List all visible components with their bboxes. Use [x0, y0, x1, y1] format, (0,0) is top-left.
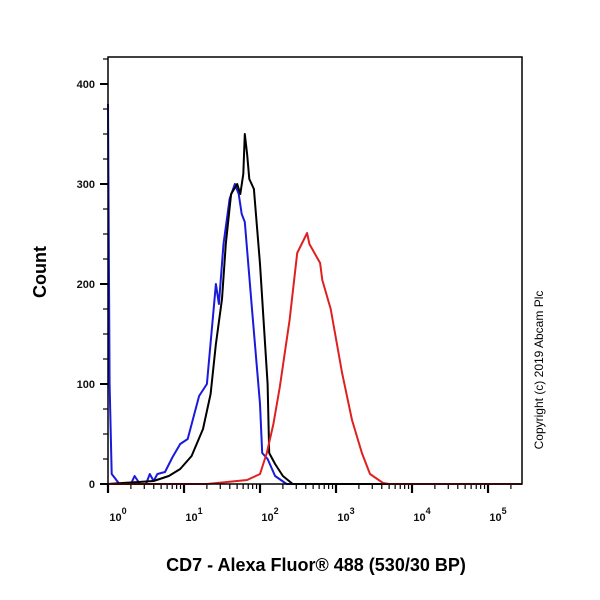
y-tick-label: 200	[77, 279, 95, 291]
x-tick-label: 104	[413, 506, 430, 524]
histogram-series-1	[107, 133, 522, 485]
y-tick-label: 100	[77, 379, 95, 391]
x-tick-label: 102	[261, 506, 278, 524]
series-lines	[107, 103, 522, 485]
x-tick-label: 101	[185, 506, 202, 524]
x-axis-label: CD7 - Alexa Fluor® 488 (530/30 BP)	[166, 555, 466, 575]
histogram-series-2	[108, 232, 522, 485]
axis-ticks: 0 100 200 300 400 100 101 102 103 104 105	[77, 58, 512, 524]
y-tick-label: 400	[77, 79, 95, 91]
y-tick-label: 300	[77, 179, 95, 191]
x-tick-label: 103	[337, 506, 354, 524]
plot-frame	[107, 56, 523, 485]
y-axis-label: Count	[30, 246, 50, 298]
y-tick-label: 0	[89, 479, 95, 491]
x-tick-label: 105	[489, 506, 506, 524]
x-tick-label: 100	[109, 506, 126, 524]
histogram-series-0	[107, 103, 522, 485]
copyright-watermark: Copyright (c) 2019 Abcam Plc	[532, 291, 546, 450]
